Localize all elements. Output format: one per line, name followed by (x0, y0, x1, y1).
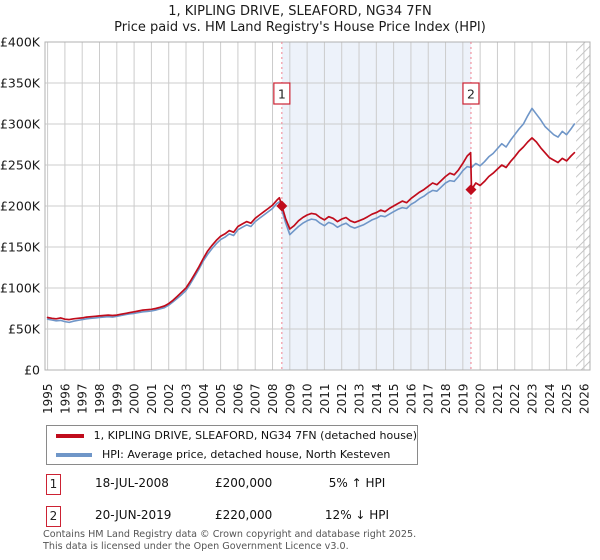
x-tick-label: 1997 (76, 383, 90, 414)
x-tick-label: 2004 (197, 383, 211, 414)
y-tick-label: £200K (0, 199, 41, 214)
x-tick-label: 2001 (145, 383, 159, 414)
x-tick-label: 2023 (526, 383, 540, 414)
x-tick-label: 1998 (93, 383, 107, 414)
x-tick-label: 2025 (560, 383, 574, 414)
x-tick-label: 2014 (370, 383, 384, 414)
x-tick-label: 2015 (387, 383, 401, 414)
x-tick-label: 1995 (41, 383, 55, 414)
y-tick-label: £150K (0, 240, 41, 255)
y-tick-label: £400K (0, 35, 41, 50)
y-tick-label: £0 (24, 363, 40, 378)
chart-subtitle: Price paid vs. HM Land Registry's House … (114, 20, 486, 35)
sale-marker-diamond-1 (276, 200, 288, 212)
x-tick-label: 2024 (543, 383, 557, 414)
transaction-2-price: £220,000 (215, 508, 273, 522)
price-history-chart[interactable]: 1 2 £400K £350K £300K £250K £200K £150K £100K £50… (0, 0, 600, 420)
legend-label-property: 1, KIPLING DRIVE, SLEAFORD, NG34 7FN (de… (93, 429, 417, 442)
x-tick-label: 2006 (231, 383, 245, 414)
y-tick-label: £100K (0, 281, 41, 296)
event-label-box-2 (462, 82, 480, 105)
transaction-2-date: 20-JUN-2019 (95, 508, 172, 522)
y-tick-label: £50K (8, 322, 41, 337)
property-price-line (46, 137, 576, 321)
sale-marker-diamond-2 (465, 184, 477, 196)
transaction-1-date: 18-JUL-2008 (95, 476, 169, 490)
footer-line-2: This data is licensed under the Open Gov… (43, 540, 349, 552)
y-tick-label: £300K (0, 117, 41, 132)
event-label-box-1 (273, 82, 291, 105)
plot-border (44, 41, 591, 371)
hatch-line (576, 198, 591, 214)
x-tick-label: 2002 (162, 383, 176, 414)
x-tick-label: 2007 (249, 383, 263, 414)
legend-item-property: 1, KIPLING DRIVE, SLEAFORD, NG34 7FN (de… (56, 428, 417, 444)
x-tick-label: 2016 (404, 383, 418, 414)
x-tick-label: 2010 (301, 383, 315, 414)
x-tick-label: 2020 (474, 383, 488, 414)
x-tick-label: 2005 (214, 383, 228, 414)
future-hatch-region (576, 42, 591, 370)
hatch-line (576, 90, 591, 106)
x-tick-label: 2013 (353, 383, 367, 414)
transaction-2-hpi-delta: 12% ↓ HPI (324, 508, 390, 522)
transaction-row-2: 2 20-JUN-2019 £220,000 12% ↓ HPI (46, 506, 466, 527)
property-line-swatch (56, 433, 84, 438)
hpi-line-swatch (56, 452, 92, 457)
x-tick-label: 2012 (335, 383, 349, 414)
chart-legend: 1, KIPLING DRIVE, SLEAFORD, NG34 7FN (de… (46, 425, 418, 465)
x-tick-label: 2003 (180, 383, 194, 414)
x-tick-label: 2021 (491, 383, 505, 414)
transaction-1-hpi-delta: 5% ↑ HPI (328, 476, 386, 490)
chart-title: 1, KIPLING DRIVE, SLEAFORD, NG34 7FN (168, 4, 432, 19)
x-tick-label: 1999 (110, 383, 124, 414)
x-tick-label: 2018 (439, 383, 453, 414)
x-tick-label: 2026 (577, 383, 591, 414)
x-tick-label: 2019 (456, 383, 470, 414)
x-tick-label: 2017 (422, 383, 436, 414)
footer-line-1: Contains HM Land Registry data © Crown c… (43, 529, 417, 540)
x-tick-label: 2000 (128, 383, 142, 414)
transaction-2-marker-badge: 2 (46, 506, 61, 527)
legend-item-hpi: HPI: Average price, detached house, Nort… (56, 447, 417, 463)
transaction-row-1: 1 18-JUL-2008 £200,000 5% ↑ HPI (46, 474, 466, 495)
y-tick-label: £250K (0, 158, 41, 173)
event-label-number-2: 2 (467, 87, 475, 102)
hatch-line (576, 306, 591, 322)
y-tick-label: £350K (0, 76, 41, 91)
event-label-number-1: 1 (278, 87, 286, 102)
legend-label-hpi: HPI: Average price, detached house, Nort… (102, 448, 391, 461)
x-tick-label: 1996 (58, 383, 72, 414)
x-tick-label: 2009 (283, 383, 297, 414)
transaction-1-marker-badge: 1 (46, 474, 61, 495)
x-tick-label: 2011 (318, 383, 332, 414)
license-footer: Contains HM Land Registry data © Crown c… (43, 529, 416, 553)
transaction-1-price: £200,000 (215, 476, 273, 490)
hpi-line (46, 107, 576, 324)
x-tick-label: 2008 (266, 383, 280, 414)
x-tick-label: 2022 (508, 383, 522, 414)
